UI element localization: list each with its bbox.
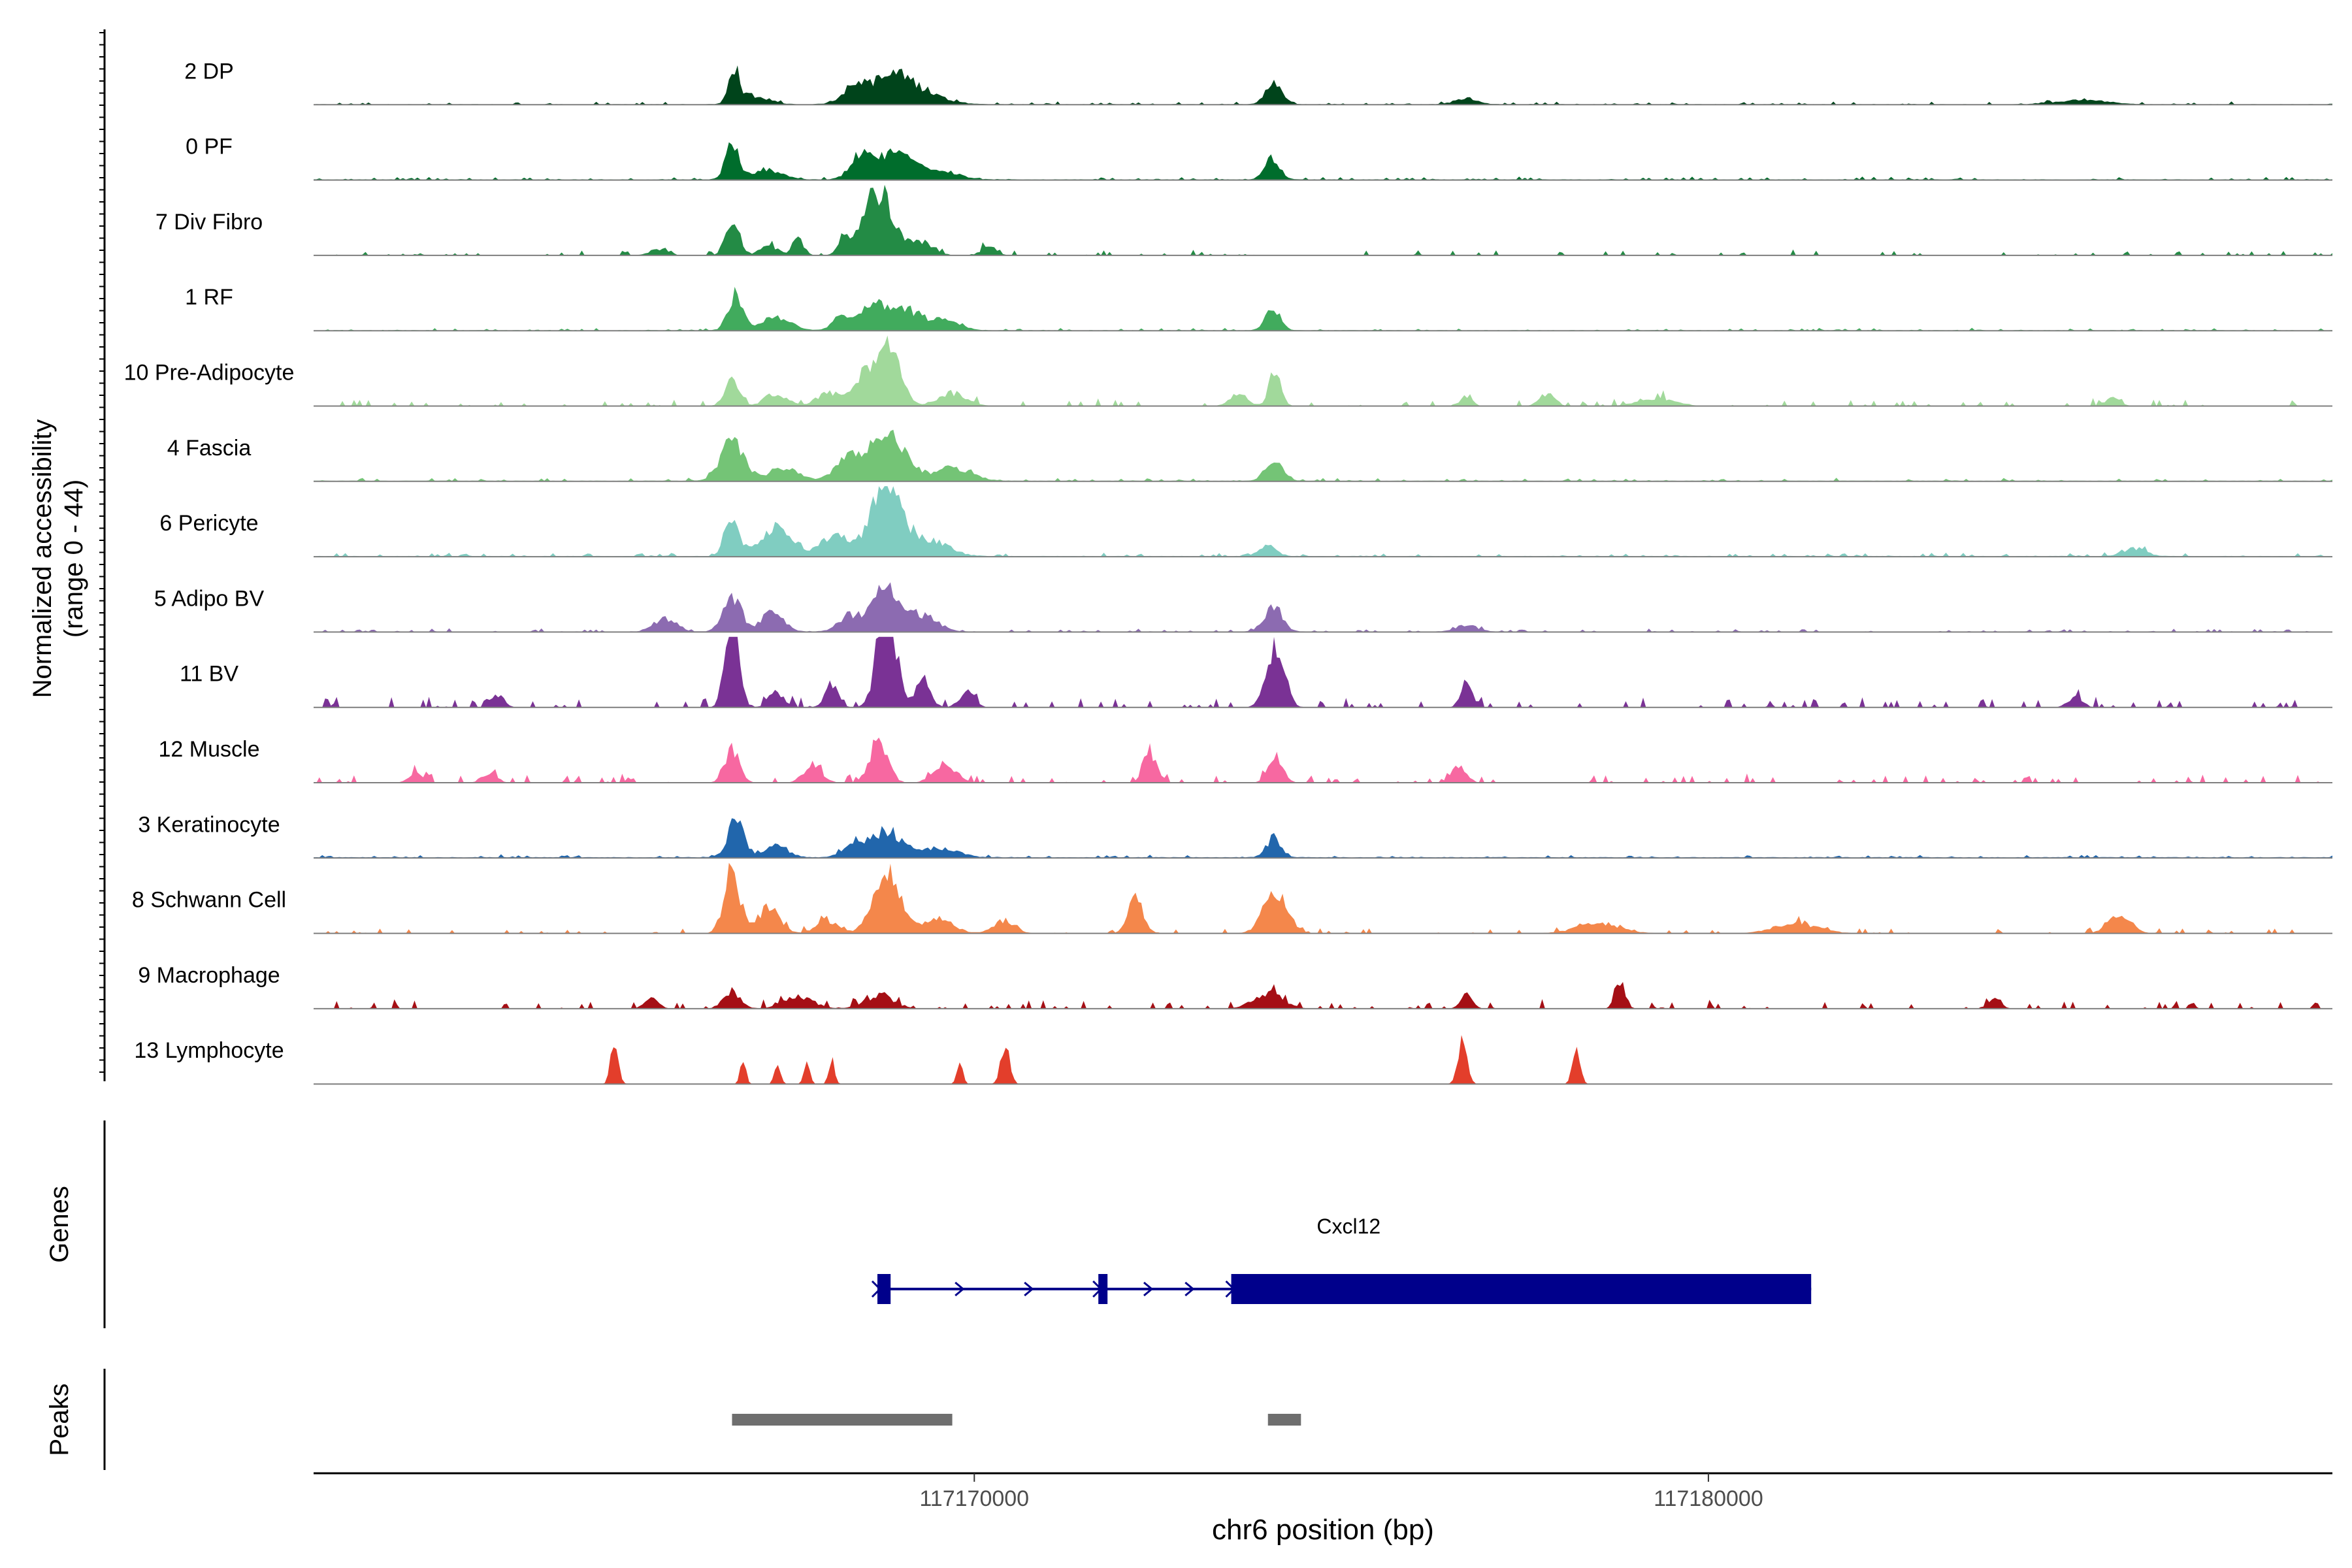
track-label-5-adipo-bv: 5 Adipo BV: [154, 586, 265, 611]
track-label-2-dp: 2 DP: [184, 59, 234, 84]
y-axis-title: Normalized accessibility: [28, 419, 57, 698]
y-axis-subtitle: (range 0 - 44): [59, 480, 88, 638]
y-axis-ticks: [99, 32, 105, 1073]
strand-arrow-icon: [871, 1280, 882, 1298]
peak-bars: [732, 1414, 1301, 1426]
coverage-track-6-pericyte: [314, 486, 2332, 557]
x-tick-label: 117180000: [1654, 1486, 1763, 1511]
strand-arrow-icon: [1225, 1280, 1235, 1298]
coverage-track-12-muscle: [314, 737, 2332, 783]
track-label-0-pf: 0 PF: [186, 135, 233, 159]
coverage-track-9-macrophage: [314, 982, 2332, 1009]
gene-exon-1: [877, 1274, 891, 1304]
x-axis-ticks: 117170000 117180000: [919, 1473, 1763, 1511]
track-label-8-schwann-cell: 8 Schwann Cell: [132, 888, 286, 913]
coverage-track-5-adipo-bv: [314, 582, 2332, 632]
y-axis: Normalized accessibility (range 0 - 44): [28, 29, 106, 1081]
coverage-track-2-dp: [314, 65, 2332, 105]
coverage-track-13-lymphocyte: [314, 1035, 2332, 1085]
coverage-track-7-div-fibro: [314, 184, 2332, 255]
track-label-11-bv: 11 BV: [180, 662, 238, 687]
track-label-3-keratinocyte: 3 Keratinocyte: [138, 812, 280, 837]
peak-bar-2: [1267, 1414, 1301, 1426]
track-label-6-pericyte: 6 Pericyte: [159, 511, 258, 536]
x-axis-title: chr6 position (bp): [1212, 1514, 1434, 1546]
coverage-track-10-pre-adipocyte: [314, 335, 2332, 406]
coverage-track-11-bv: [314, 636, 2332, 708]
strand-arrow-icon: [1024, 1281, 1034, 1297]
x-axis: 117170000 117180000 chr6 position (bp): [314, 1472, 2332, 1546]
strand-arrow-icon: [1092, 1280, 1103, 1298]
coverage-track-8-schwann-cell: [314, 862, 2332, 934]
x-tick-label: 117170000: [919, 1486, 1029, 1511]
coverage-track-1-rf: [314, 287, 2332, 331]
track-label-4-fascia: 4 Fascia: [167, 436, 252, 461]
strand-arrow-icon: [1143, 1281, 1154, 1297]
coverage-track-4-fascia: [314, 429, 2332, 482]
genes-panel-title: Genes: [45, 1186, 74, 1263]
coverage-labels: 2 DP 0 PF 7 Div Fibro 1 RF 10 Pre-Adipocyte 4…: [124, 59, 295, 1063]
peaks-panel: Peaks: [45, 1369, 1301, 1470]
track-label-7-div-fibro: 7 Div Fibro: [155, 210, 263, 235]
track-label-9-macrophage: 9 Macrophage: [138, 963, 280, 988]
gene-model: [871, 1274, 1812, 1304]
coverage-track-0-pf: [314, 142, 2332, 180]
strand-arrow-icon: [1184, 1281, 1195, 1297]
gene-exon-2: [1098, 1274, 1108, 1304]
peaks-panel-title: Peaks: [45, 1383, 74, 1456]
coverage-track-3-keratinocyte: [314, 818, 2332, 858]
track-label-1-rf: 1 RF: [185, 285, 233, 310]
peak-bar-1: [732, 1414, 953, 1426]
genes-panel: Genes Cxcl12: [45, 1120, 1812, 1328]
gene-exon-3: [1231, 1274, 1812, 1304]
coverage-tracks: [314, 65, 2332, 1085]
strand-arrow-icon: [955, 1281, 965, 1297]
gene-label: Cxcl12: [1316, 1215, 1380, 1238]
track-label-12-muscle: 12 Muscle: [159, 737, 260, 762]
track-label-13-lymphocyte: 13 Lymphocyte: [134, 1038, 284, 1063]
track-label-10-pre-adipocyte: 10 Pre-Adipocyte: [124, 361, 295, 385]
